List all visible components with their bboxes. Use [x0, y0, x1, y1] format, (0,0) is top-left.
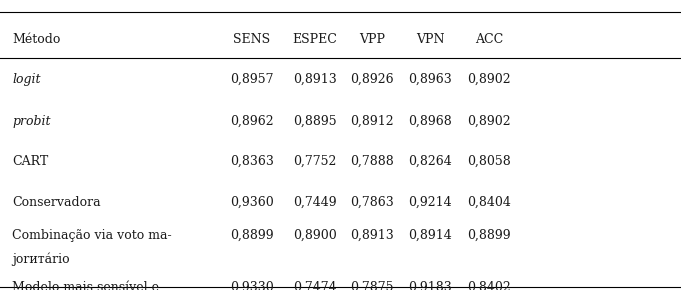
Text: ESPEC: ESPEC [292, 33, 337, 46]
Text: 0,7863: 0,7863 [350, 196, 394, 209]
Text: 0,8899: 0,8899 [467, 229, 511, 242]
Text: 0,7474: 0,7474 [293, 281, 336, 290]
Text: 0,7888: 0,7888 [350, 155, 394, 168]
Text: Combinação via voto ma-: Combinação via voto ma- [12, 229, 172, 242]
Text: 0,7752: 0,7752 [293, 155, 336, 168]
Text: CART: CART [12, 155, 48, 168]
Text: Método: Método [12, 33, 61, 46]
Text: 0,8912: 0,8912 [350, 115, 394, 128]
Text: ACC: ACC [475, 33, 503, 46]
Text: 0,7875: 0,7875 [350, 281, 394, 290]
Text: 0,8962: 0,8962 [230, 115, 274, 128]
Text: 0,9360: 0,9360 [230, 196, 274, 209]
Text: 0,8902: 0,8902 [467, 72, 511, 86]
Text: 0,8895: 0,8895 [293, 115, 336, 128]
Text: 0,8913: 0,8913 [350, 229, 394, 242]
Text: Modelo mais sensível e: Modelo mais sensível e [12, 281, 159, 290]
Text: VPP: VPP [359, 33, 385, 46]
Text: SENS: SENS [234, 33, 270, 46]
Text: 0,9214: 0,9214 [409, 196, 452, 209]
Text: 0,8899: 0,8899 [230, 229, 274, 242]
Text: VPN: VPN [416, 33, 445, 46]
Text: 0,8402: 0,8402 [467, 281, 511, 290]
Text: 0,9330: 0,9330 [230, 281, 274, 290]
Text: 0,9183: 0,9183 [409, 281, 452, 290]
Text: 0,8926: 0,8926 [350, 72, 394, 86]
Text: 0,8957: 0,8957 [230, 72, 274, 86]
Text: 0,8363: 0,8363 [230, 155, 274, 168]
Text: 0,8404: 0,8404 [467, 196, 511, 209]
Text: probit: probit [12, 115, 51, 128]
Text: 0,8913: 0,8913 [293, 72, 336, 86]
Text: 0,8900: 0,8900 [293, 229, 336, 242]
Text: 0,8968: 0,8968 [409, 115, 452, 128]
Text: 0,8963: 0,8963 [409, 72, 452, 86]
Text: 0,8058: 0,8058 [467, 155, 511, 168]
Text: 0,8914: 0,8914 [409, 229, 452, 242]
Text: 0,7449: 0,7449 [293, 196, 336, 209]
Text: Conservadora: Conservadora [12, 196, 101, 209]
Text: logit: logit [12, 72, 41, 86]
Text: jorитário: jorитário [12, 253, 70, 266]
Text: 0,8264: 0,8264 [409, 155, 452, 168]
Text: 0,8902: 0,8902 [467, 115, 511, 128]
